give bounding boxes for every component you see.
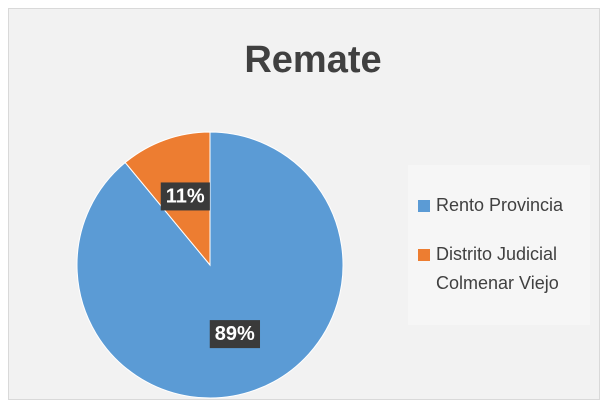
data-label-box [160,182,210,211]
data-label: 89% [209,320,261,349]
legend-label: Distrito Judicial Colmenar Viejo [436,244,559,293]
data-label-text: 11% [166,185,205,207]
legend-swatch [418,249,430,261]
data-label-text: 89% [215,323,255,345]
legend-item: Distrito Judicial Colmenar Viejo [418,240,590,298]
legend-item: Rento Provincia [418,191,590,220]
legend-swatch [418,200,430,212]
legend: Rento Provincia Distrito Judicial Colmena… [408,165,590,325]
chart-title: Remate [244,39,381,81]
data-label: 11% [160,182,210,211]
data-label-box [209,320,261,349]
legend-label: Rento Provincia [436,195,564,215]
